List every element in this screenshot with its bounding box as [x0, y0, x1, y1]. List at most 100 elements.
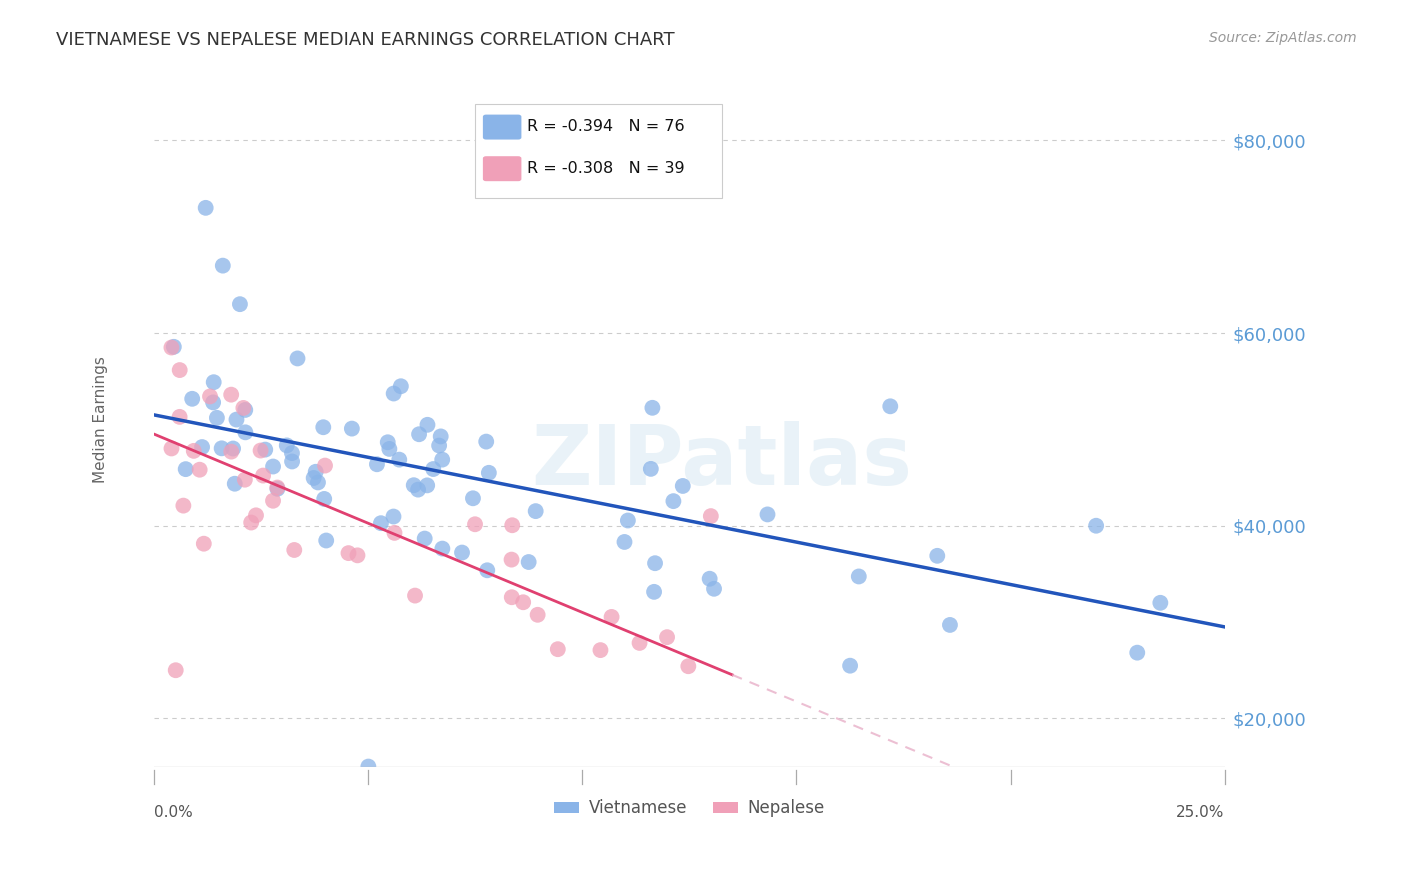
Legend: Vietnamese, Nepalese: Vietnamese, Nepalese [547, 793, 831, 824]
Point [613, 535, 636, 549]
Point [314, 458, 336, 473]
Text: VIETNAMESE VS NEPALESE MEDIAN EARNINGS CORRELATION CHART: VIETNAMESE VS NEPALESE MEDIAN EARNINGS C… [56, 31, 675, 49]
Point [413, 532, 436, 546]
Point [202, 395, 225, 409]
Point [377, 435, 399, 450]
Point [233, 403, 256, 417]
Point [655, 630, 678, 644]
Point [240, 516, 263, 530]
Point [477, 563, 499, 577]
Point [389, 379, 412, 393]
Point [464, 517, 486, 532]
Point [429, 429, 451, 443]
Point [524, 504, 547, 518]
Point [252, 468, 274, 483]
Point [589, 643, 612, 657]
Point [366, 457, 388, 471]
Point [432, 452, 454, 467]
Point [643, 585, 665, 599]
Text: R = -0.394   N = 76: R = -0.394 N = 76 [527, 119, 685, 134]
FancyBboxPatch shape [475, 104, 721, 198]
Point [382, 509, 405, 524]
Point [283, 543, 305, 558]
Point [501, 552, 523, 566]
Text: Source: ZipAtlas.com: Source: ZipAtlas.com [1209, 31, 1357, 45]
Point [678, 659, 700, 673]
Point [211, 259, 233, 273]
Point [432, 541, 454, 556]
Text: R = -0.308   N = 39: R = -0.308 N = 39 [527, 161, 685, 176]
Point [939, 618, 962, 632]
Point [927, 549, 949, 563]
Point [160, 341, 183, 355]
Point [312, 420, 335, 434]
Point [756, 508, 779, 522]
Point [700, 509, 723, 524]
Point [172, 499, 194, 513]
Point [1126, 646, 1149, 660]
Point [526, 607, 548, 622]
Point [416, 478, 439, 492]
Point [211, 442, 233, 456]
Point [839, 658, 862, 673]
Point [517, 555, 540, 569]
Point [224, 476, 246, 491]
Point [384, 525, 406, 540]
Point [305, 465, 328, 479]
Point [672, 479, 695, 493]
Point [340, 421, 363, 435]
Point [475, 434, 498, 449]
Point [281, 446, 304, 460]
Point [703, 582, 725, 596]
Text: 0.0%: 0.0% [155, 805, 193, 820]
Point [315, 533, 337, 548]
Point [451, 545, 474, 559]
Point [848, 569, 870, 583]
FancyBboxPatch shape [482, 156, 522, 181]
Point [193, 537, 215, 551]
Point [1149, 596, 1171, 610]
Point [266, 481, 288, 495]
Point [641, 401, 664, 415]
Point [219, 387, 242, 401]
Point [512, 595, 534, 609]
Point [160, 442, 183, 456]
Point [346, 549, 368, 563]
Point [382, 386, 405, 401]
Point [314, 491, 336, 506]
Point [547, 642, 569, 657]
Point [198, 389, 221, 403]
Point [357, 759, 380, 773]
Point [406, 483, 429, 497]
Point [222, 442, 245, 456]
Point [262, 459, 284, 474]
Point [235, 425, 257, 440]
Point [183, 443, 205, 458]
Text: ZIPatlas: ZIPatlas [531, 421, 912, 502]
Point [262, 493, 284, 508]
Point [378, 442, 401, 456]
Point [225, 412, 247, 426]
Point [307, 475, 329, 490]
Point [617, 514, 640, 528]
Point [221, 444, 243, 458]
Point [191, 440, 214, 454]
Point [232, 401, 254, 415]
Point [281, 454, 304, 468]
Point [478, 466, 501, 480]
Point [501, 591, 523, 605]
Point [388, 452, 411, 467]
Point [233, 473, 256, 487]
Point [427, 438, 450, 452]
Point [266, 482, 288, 496]
Point [165, 663, 187, 677]
Text: 25.0%: 25.0% [1177, 805, 1225, 820]
Point [245, 508, 267, 523]
Point [640, 462, 662, 476]
Point [169, 363, 191, 377]
Point [1085, 518, 1108, 533]
Point [287, 351, 309, 366]
Point [408, 427, 430, 442]
Point [422, 462, 444, 476]
Point [402, 478, 425, 492]
